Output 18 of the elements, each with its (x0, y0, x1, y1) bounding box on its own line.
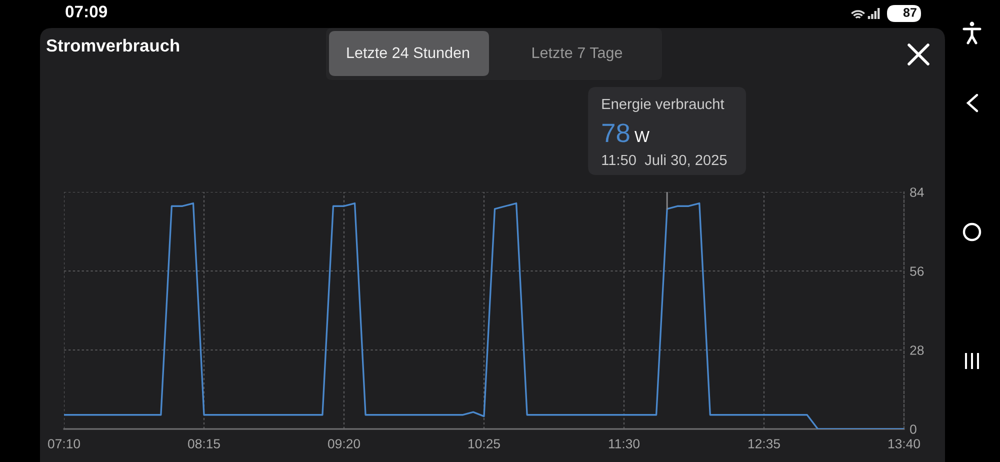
text: Letzte 24 Stunden (347, 46, 470, 58)
line-series (64, 202, 904, 429)
text: 07:09 (66, 6, 108, 18)
x-tick-label: 10:25 (468, 439, 500, 448)
text: Letzte 7 Tage (532, 47, 622, 62)
y-tick-label: 28 (910, 346, 924, 355)
x-tick-label: 13:40 (888, 439, 920, 448)
x-tick-label: 07:10 (48, 439, 80, 448)
y-tick-label: 56 (910, 266, 924, 276)
y-tick-label: 0 (910, 424, 916, 434)
annotation: Energie verbraucht 78 W 11:50 Juli 30, 2025 (602, 98, 727, 167)
chart-title: Stromverbrauch (46, 38, 180, 52)
x-tick-label: 11:30 (608, 439, 640, 448)
x-tick-label: 12:35 (748, 439, 780, 448)
x-tick-label: 08:15 (188, 439, 220, 448)
y-tick-label: 84 (910, 188, 924, 197)
x-tick-label: 09:20 (328, 439, 360, 448)
text: 87 (903, 8, 916, 17)
